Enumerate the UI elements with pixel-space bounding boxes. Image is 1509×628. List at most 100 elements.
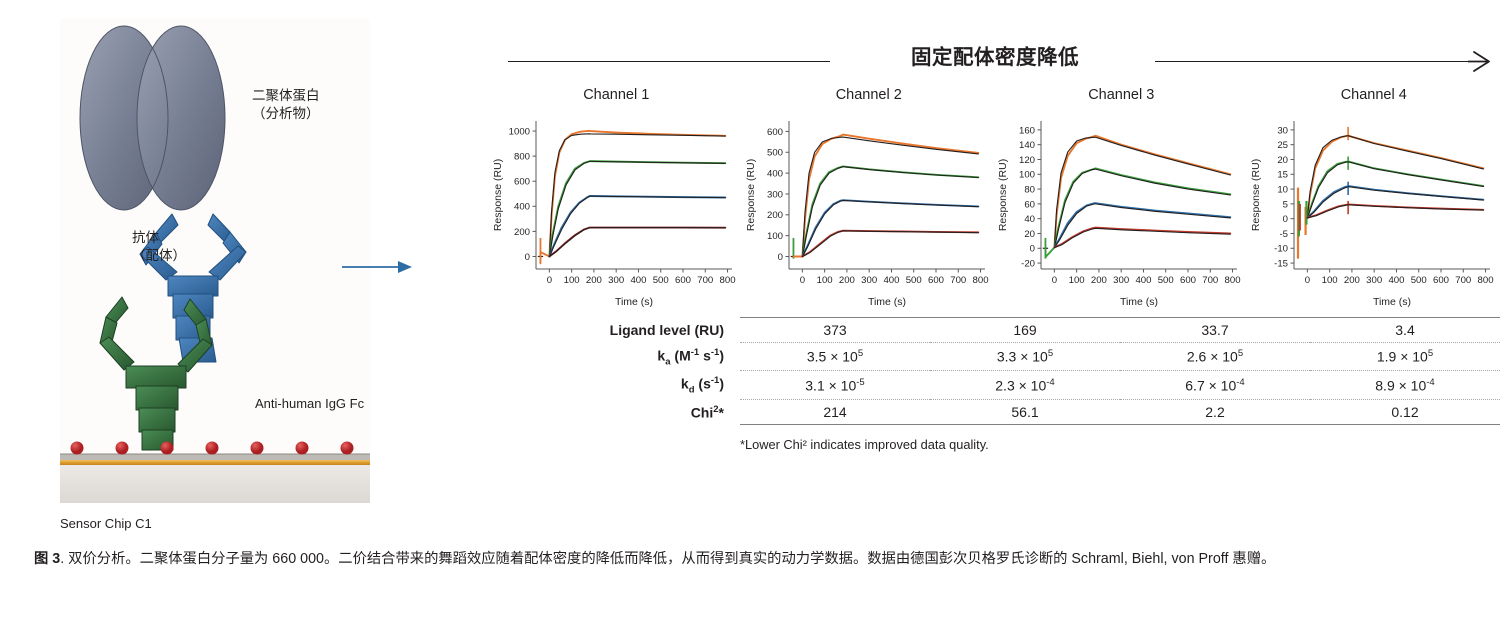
svg-text:Response (RU): Response (RU) (1250, 159, 1262, 231)
channel-title-1: Channel 1 (583, 87, 650, 103)
svg-text:5: 5 (1282, 199, 1287, 210)
svg-text:800: 800 (1477, 275, 1493, 286)
sensorgram-row: 0 200 400 600 800 1000 0 100 200 300 400 500 600 700 8… (490, 109, 1500, 309)
svg-text:60: 60 (1024, 199, 1035, 210)
svg-text:Response (RU): Response (RU) (745, 159, 757, 231)
svg-text:100: 100 (1019, 170, 1035, 181)
label-antibody-ligand: 抗体 （配体） (132, 229, 186, 265)
cell-ka-ch2: 3.3 × 105 (930, 341, 1120, 371)
svg-text:600: 600 (927, 275, 943, 286)
cell-ligand-level-ch2: 169 (930, 317, 1120, 343)
label-antibody-line1: 抗体 (132, 230, 159, 245)
svg-text:0: 0 (1030, 244, 1035, 255)
svg-text:-15: -15 (1274, 258, 1288, 269)
cell-chi2-ch3: 2.2 (1120, 398, 1310, 425)
table-row: Ligand level (RU) 373 169 33.7 3.4 (490, 317, 1500, 343)
figure-caption-text: 图 3. 双价分析。二聚体蛋白分子量为 660 000。二价结合带来的舞蹈效应随… (34, 551, 1276, 567)
svg-text:800: 800 (972, 275, 988, 286)
kinetics-table-body: Ligand level (RU) 373 169 33.7 3.4 ka (M… (490, 317, 1500, 425)
cell-ka-ch3: 2.6 × 105 (1120, 341, 1310, 371)
svg-text:200: 200 (1343, 275, 1359, 286)
svg-text:600: 600 (1432, 275, 1448, 286)
svg-text:200: 200 (1091, 275, 1107, 286)
svg-text:400: 400 (766, 169, 782, 180)
svg-text:400: 400 (630, 275, 646, 286)
row-label-ka: ka (M-1 s-1) (657, 346, 724, 367)
svg-text:700: 700 (697, 275, 713, 286)
cell-kd-ch3: 6.7 × 10-4 (1120, 370, 1310, 400)
cell-ligand-level-ch3: 33.7 (1120, 317, 1310, 343)
svg-text:200: 200 (586, 275, 602, 286)
svg-text:800: 800 (720, 275, 736, 286)
svg-text:Response (RU): Response (RU) (997, 159, 1009, 231)
svg-text:700: 700 (1455, 275, 1471, 286)
channel-title-row: Channel 1 Channel 2 Channel 3 Channel 4 (490, 87, 1500, 103)
svg-text:140: 140 (1019, 140, 1035, 151)
svg-text:30: 30 (1277, 125, 1288, 136)
svg-text:160: 160 (1019, 125, 1035, 136)
density-arrow-line-left (508, 61, 830, 62)
svg-text:-10: -10 (1274, 244, 1288, 255)
svg-text:500: 500 (1410, 275, 1426, 286)
svg-text:-20: -20 (1021, 258, 1035, 269)
svg-text:100: 100 (1069, 275, 1085, 286)
cell-ligand-level-ch4: 3.4 (1310, 317, 1500, 343)
svg-text:10: 10 (1277, 184, 1288, 195)
svg-text:300: 300 (608, 275, 624, 286)
svg-text:120: 120 (1019, 155, 1035, 166)
cell-kd-ch2: 2.3 × 10-4 (930, 370, 1120, 400)
svg-text:500: 500 (766, 148, 782, 159)
svg-text:15: 15 (1277, 170, 1288, 181)
svg-text:0: 0 (777, 252, 782, 263)
sensor-chip-illustration (60, 18, 370, 503)
svg-text:700: 700 (1202, 275, 1218, 286)
kinetics-table: Ligand level (RU) 373 169 33.7 3.4 ka (M… (490, 317, 1500, 425)
table-row: Chi2* 214 56.1 2.2 0.12 (490, 398, 1500, 425)
results-panel: 固定配体密度降低 Channel 1 Channel 2 Channel 3 C… (490, 40, 1500, 452)
sensor-chip-schematic: 二聚体蛋白 （分析物） 抗体 （配体） Anti-human IgG Fc Se… (42, 12, 442, 532)
svg-text:0: 0 (525, 252, 530, 263)
svg-text:700: 700 (950, 275, 966, 286)
arrow-right-icon (1468, 51, 1490, 72)
flow-direction-arrow-icon (342, 261, 412, 273)
cell-ka-ch4: 1.9 × 105 (1310, 341, 1500, 371)
cell-chi2-ch1: 214 (740, 398, 930, 425)
cell-chi2-ch2: 56.1 (930, 398, 1120, 425)
svg-text:500: 500 (1158, 275, 1174, 286)
svg-text:200: 200 (838, 275, 854, 286)
dimer-protein-analyte (79, 25, 226, 211)
svg-text:800: 800 (514, 152, 530, 163)
svg-text:300: 300 (1113, 275, 1129, 286)
svg-text:Response (RU): Response (RU) (492, 159, 504, 231)
svg-text:100: 100 (564, 275, 580, 286)
channel-title-3: Channel 3 (1088, 87, 1155, 103)
label-dimer-line2: （分析物） (252, 106, 320, 122)
svg-text:25: 25 (1277, 140, 1288, 151)
label-sensor-chip: Sensor Chip C1 (60, 516, 152, 531)
svg-text:100: 100 (1321, 275, 1337, 286)
table-footnote: *Lower Chi² indicates improved data qual… (740, 436, 989, 452)
kinetics-table-wrapper: Ligand level (RU) 373 169 33.7 3.4 ka (M… (490, 317, 1500, 452)
svg-text:200: 200 (514, 227, 530, 238)
svg-text:-5: -5 (1279, 229, 1288, 240)
svg-text:400: 400 (1135, 275, 1151, 286)
density-arrow-line-right (1155, 61, 1480, 62)
svg-text:300: 300 (766, 189, 782, 200)
label-antibody-line2: （配体） (132, 248, 186, 264)
figure-caption: 图 3. 双价分析。二聚体蛋白分子量为 660 000。二价结合带来的舞蹈效应随… (34, 548, 1484, 571)
svg-text:20: 20 (1024, 229, 1035, 240)
svg-text:500: 500 (653, 275, 669, 286)
density-header-title: 固定配体密度降低 (911, 46, 1079, 69)
svg-text:100: 100 (766, 231, 782, 242)
cell-kd-ch1: 3.1 × 10-5 (740, 370, 930, 400)
svg-text:100: 100 (816, 275, 832, 286)
sensorgram-channel-3: -20 0 20 40 60 80 100 120 140 160 0 100 200 300 400 500… (995, 109, 1248, 309)
svg-text:600: 600 (514, 177, 530, 188)
svg-text:Time (s): Time (s) (1120, 296, 1158, 308)
cell-ka-ch1: 3.5 × 105 (740, 341, 930, 371)
svg-text:300: 300 (861, 275, 877, 286)
cell-ligand-level-ch1: 373 (740, 317, 930, 343)
svg-text:200: 200 (766, 210, 782, 221)
sensorgram-channel-1: 0 200 400 600 800 1000 0 100 200 300 400 500 600 700 8… (490, 109, 743, 309)
svg-text:0: 0 (547, 275, 552, 286)
